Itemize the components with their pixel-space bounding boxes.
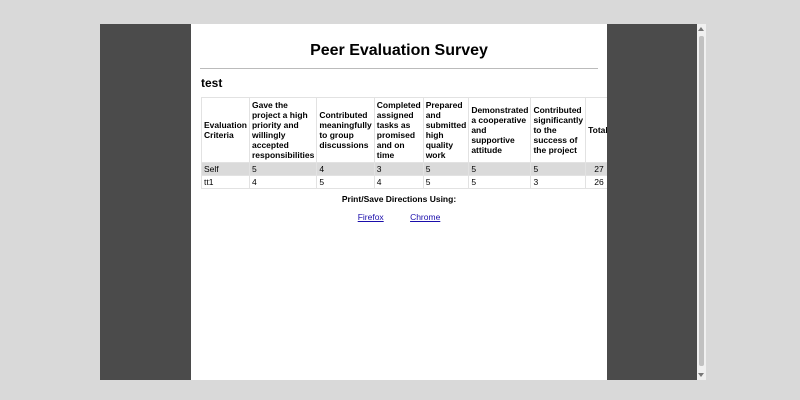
- cell-evaluator: tt1: [201, 175, 250, 189]
- header-quality: Prepared and submitted high quality work: [422, 97, 470, 163]
- scroll-thumb[interactable]: [699, 36, 704, 366]
- vertical-scrollbar[interactable]: [697, 24, 706, 380]
- survey-name: test: [201, 76, 223, 90]
- cell-score: 5: [248, 162, 318, 176]
- evaluation-table: Evaluation Criteria Gave the project a h…: [201, 97, 607, 189]
- page-title: Peer Evaluation Survey: [310, 42, 488, 59]
- cell-score: 5: [530, 162, 587, 176]
- cell-score: 5: [316, 175, 375, 189]
- cell-total: 26: [585, 175, 607, 189]
- cell-score: 5: [422, 162, 470, 176]
- print-directions-heading: Print/Save Directions Using:: [341, 194, 457, 204]
- report-page: Peer Evaluation Survey test Evaluation C…: [191, 24, 607, 380]
- header-priority: Gave the project a high priority and wil…: [248, 97, 318, 163]
- cell-score: 3: [373, 162, 424, 176]
- cell-score: 4: [248, 175, 318, 189]
- header-success: Contributed significantly to the success…: [530, 97, 587, 163]
- cell-score: 3: [530, 175, 587, 189]
- cell-evaluator: Self: [201, 162, 250, 176]
- header-attitude: Demonstrated a cooperative and supportiv…: [468, 97, 532, 163]
- firefox-link[interactable]: Firefox: [357, 212, 384, 222]
- header-evaluation-criteria: Evaluation Criteria: [201, 97, 250, 163]
- cell-score: 5: [468, 162, 532, 176]
- cell-score: 4: [373, 175, 424, 189]
- scroll-down-icon[interactable]: [698, 373, 704, 377]
- cell-score: 5: [468, 175, 532, 189]
- header-discussions: Contributed meaningfully to group discus…: [316, 97, 375, 163]
- header-tasks: Completed assigned tasks as promised and…: [373, 97, 424, 163]
- cell-total: 27: [585, 162, 607, 176]
- title-divider: [200, 68, 598, 69]
- table-row: tt1 4 5 4 5 5 3 26: [201, 175, 607, 189]
- scroll-up-icon[interactable]: [698, 27, 704, 31]
- cell-score: 4: [316, 162, 375, 176]
- chrome-link[interactable]: Chrome: [410, 212, 441, 222]
- header-total: Total: [585, 97, 607, 163]
- table-row: Self 5 4 3 5 5 5 27: [201, 162, 607, 176]
- cell-score: 5: [422, 175, 470, 189]
- table-header-row: Evaluation Criteria Gave the project a h…: [201, 97, 607, 163]
- print-links: Firefox Chrome: [191, 212, 607, 222]
